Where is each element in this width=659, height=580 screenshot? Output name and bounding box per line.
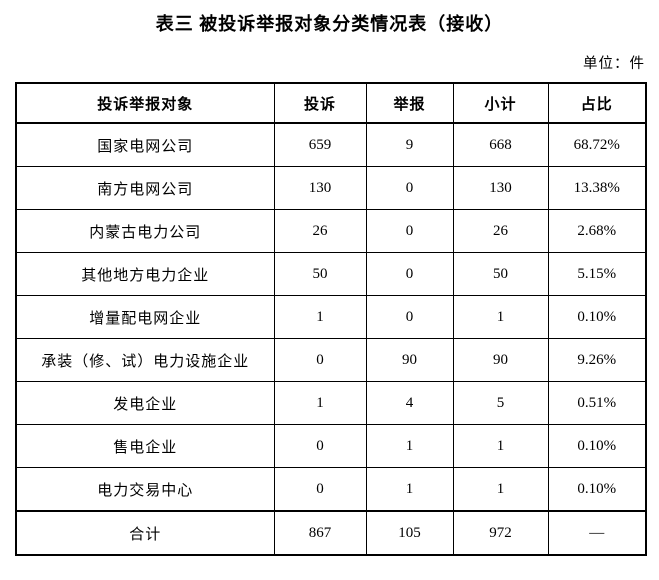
row-label: 南方电网公司 <box>15 166 275 210</box>
table-row: 国家电网公司 659 9 668 68.72% <box>15 122 647 167</box>
cell-value: 68.72% <box>547 122 647 167</box>
header-complaints: 投诉 <box>273 82 367 124</box>
cell-value: 0.10% <box>547 467 647 512</box>
total-row: 合计 867 105 972— <box>15 510 647 556</box>
cell-value: 26 <box>452 209 549 253</box>
page-title: 表三 被投诉举报对象分类情况表（接收） <box>155 14 504 34</box>
table-row: 增量配电网企业 1 0 1 0.10% <box>15 295 647 339</box>
cell-value: 1 <box>273 295 367 339</box>
cell-value: 0 <box>365 209 454 253</box>
cell-value: 26 <box>273 209 367 253</box>
row-label: 承装（修、试）电力设施企业 <box>15 338 275 382</box>
table-body: 国家电网公司 659 9 668 68.72% 南方电网公司 130 0 130 13.38% 内蒙… <box>15 122 647 556</box>
row-label: 国家电网公司 <box>15 122 275 167</box>
cell-value: 105 <box>365 510 454 556</box>
cell-value: 90 <box>365 338 454 382</box>
cell-value: 1 <box>452 295 549 339</box>
table-row: 南方电网公司 130 0 130 13.38% <box>15 166 647 210</box>
cell-value: 50 <box>452 252 549 296</box>
cell-value: 0 <box>273 424 367 468</box>
row-label: 发电企业 <box>15 381 275 425</box>
table-row: 电力交易中心 0 1 1 0.10% <box>15 467 647 512</box>
table-row: 内蒙古电力公司 26 0 26 2.68% <box>15 209 647 253</box>
cell-value: 1 <box>273 381 367 425</box>
table-row: 发电企业 1 4 5 0.51% <box>15 381 647 425</box>
cell-value: 1 <box>365 424 454 468</box>
complaint-target-table: 投诉举报对象 投诉 举报 小计 占比 国家电网公司 659 9 668 68.72% 南方… <box>15 82 647 556</box>
table-row: 承装（修、试）电力设施企业 0 90 90 9.26% <box>15 338 647 382</box>
header-share: 占比 <box>547 82 647 124</box>
cell-value: 130 <box>452 166 549 210</box>
cell-value: 0 <box>273 338 367 382</box>
cell-value: 50 <box>273 252 367 296</box>
row-label: 售电企业 <box>15 424 275 468</box>
cell-value: 13.38% <box>547 166 647 210</box>
header-target: 投诉举报对象 <box>15 82 275 124</box>
cell-value: 0 <box>365 252 454 296</box>
cell-value: 0.10% <box>547 295 647 339</box>
cell-value: 0 <box>273 467 367 512</box>
cell-value: 9.26% <box>547 338 647 382</box>
cell-value: 0.10% <box>547 424 647 468</box>
cell-value: 0 <box>365 166 454 210</box>
cell-value: 867 <box>273 510 367 556</box>
cell-value: 90 <box>452 338 549 382</box>
cell-value: 659 <box>273 122 367 167</box>
row-label: 电力交易中心 <box>15 467 275 512</box>
header-row: 投诉举报对象 投诉 举报 小计 占比 <box>15 82 647 124</box>
cell-value: — <box>547 510 647 556</box>
cell-value: 668 <box>452 122 549 167</box>
table-row: 其他地方电力企业 50 0 50 5.15% <box>15 252 647 296</box>
cell-value: 0 <box>365 295 454 339</box>
cell-value: 0.51% <box>547 381 647 425</box>
row-label: 其他地方电力企业 <box>15 252 275 296</box>
cell-value: 130 <box>273 166 367 210</box>
cell-value: 5.15% <box>547 252 647 296</box>
row-label: 增量配电网企业 <box>15 295 275 339</box>
cell-value: 4 <box>365 381 454 425</box>
cell-value: 9 <box>365 122 454 167</box>
table-row: 售电企业 0 1 1 0.10% <box>15 424 647 468</box>
unit-note: 单位：件 <box>583 56 645 72</box>
cell-value: 1 <box>452 424 549 468</box>
header-subtotal: 小计 <box>452 82 549 124</box>
cell-value: 1 <box>452 467 549 512</box>
cell-value: 5 <box>452 381 549 425</box>
cell-value: 2.68% <box>547 209 647 253</box>
cell-value: 972 <box>452 510 549 556</box>
row-label: 内蒙古电力公司 <box>15 209 275 253</box>
row-label: 合计 <box>15 510 275 556</box>
cell-value: 1 <box>365 467 454 512</box>
header-reports: 举报 <box>365 82 454 124</box>
